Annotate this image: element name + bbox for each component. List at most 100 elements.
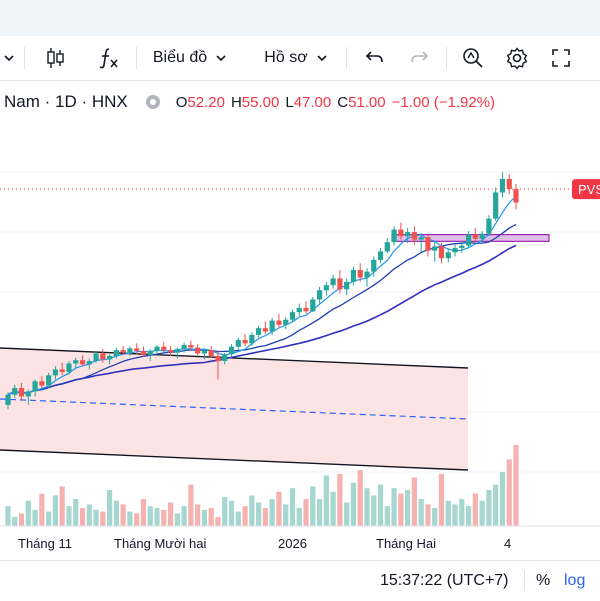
profile-dropdown[interactable]: Hồ sơ [254, 36, 338, 80]
candle [249, 332, 255, 346]
price-chart[interactable]: PVS Tháng 11 Tháng Mười hai 2026 Tháng H… [0, 112, 600, 560]
volume-bar [283, 504, 289, 526]
descending-channel[interactable] [0, 347, 469, 471]
chevron-down-icon [317, 55, 327, 62]
candle [310, 296, 316, 313]
toolbar-divider [346, 47, 347, 69]
candle-body [79, 360, 86, 365]
candlestick-icon[interactable] [38, 36, 72, 80]
candle-body [46, 375, 52, 386]
volume-bar [269, 499, 275, 526]
candle [391, 226, 397, 246]
indicator-fx-icon[interactable] [92, 36, 126, 80]
volume-bar [357, 470, 363, 526]
volume-bar [316, 499, 323, 526]
candle-body [486, 218, 492, 234]
volume-bar [161, 509, 167, 526]
candle [344, 278, 350, 296]
candle [513, 184, 519, 210]
volume-bar [66, 506, 72, 526]
undo-icon[interactable] [360, 36, 390, 80]
candle-body [452, 248, 458, 253]
volume-bar [425, 504, 431, 526]
open-key: O [175, 93, 188, 111]
volume-bar [384, 506, 390, 526]
candle-body [310, 299, 316, 312]
candle [188, 340, 194, 351]
redo-icon[interactable] [404, 36, 434, 80]
volume-bar [25, 500, 31, 526]
volume-bar [107, 490, 113, 526]
candle [499, 172, 506, 198]
candle-body [228, 346, 235, 355]
volume-bar [195, 504, 201, 526]
candle [161, 341, 167, 353]
volume-bar [154, 508, 160, 526]
candle [5, 392, 11, 410]
candle-body [5, 394, 11, 405]
candle-body [344, 281, 350, 290]
volume-bar [86, 504, 92, 526]
volume-bar [452, 504, 458, 526]
chart-type-label: Biểu đồ [152, 49, 208, 66]
candle [242, 334, 248, 346]
channel-mid-line[interactable] [0, 398, 469, 420]
candle [127, 346, 133, 356]
candle-body [405, 232, 411, 237]
candle [459, 241, 465, 254]
candle [303, 301, 309, 314]
candle-body [438, 246, 445, 259]
channel-bottom-line[interactable] [0, 449, 469, 471]
candle-body [215, 355, 221, 362]
volume-bar [59, 486, 65, 526]
price-tag[interactable]: PVS [572, 179, 600, 200]
ohlc-legend: Nam · 1D · HNX O 52.20 H 55.00 L 47.00 C 51.… [0, 92, 495, 112]
candle [222, 352, 228, 365]
candle [256, 325, 262, 338]
bottom-divider [524, 571, 525, 591]
high-key: H [230, 93, 242, 111]
volume-bar [93, 509, 99, 526]
volume-bar [52, 495, 59, 526]
log-toggle[interactable]: log [564, 572, 586, 589]
candle-body [418, 237, 424, 240]
candle [316, 286, 323, 304]
candle-body [296, 307, 302, 313]
candle [330, 275, 336, 289]
candle [66, 361, 72, 375]
chart-type-dropdown[interactable]: Biểu đồ [140, 36, 240, 80]
candle-body [364, 271, 370, 278]
candle [289, 309, 296, 323]
volume-bar [276, 491, 282, 526]
volume-bar [167, 502, 174, 526]
gear-icon[interactable] [500, 36, 534, 80]
candle [107, 354, 113, 365]
market-status-icon[interactable] [145, 95, 160, 109]
low-key: L [285, 93, 294, 111]
candle [465, 231, 472, 249]
candle [438, 243, 445, 264]
candle-body [445, 252, 451, 259]
candle-body [337, 278, 343, 290]
percent-toggle[interactable]: % [536, 572, 551, 589]
clock[interactable]: 15:37:22 (UTC+7) [380, 572, 509, 589]
candle [384, 237, 390, 254]
fullscreen-icon[interactable] [544, 36, 578, 80]
volume-bar [12, 517, 18, 526]
chevron-down-icon[interactable] [2, 36, 16, 80]
time-axis[interactable]: Tháng 11 Tháng Mười hai 2026 Tháng Hai 4 [18, 536, 511, 551]
candle-body [479, 233, 485, 239]
candle-body [371, 259, 377, 272]
channel-top-line[interactable] [0, 347, 469, 369]
symbol-title[interactable]: Nam · 1D · HNX [4, 92, 128, 111]
alert-search-icon[interactable] [456, 36, 490, 80]
volume-bar [147, 506, 153, 526]
volume-bar [249, 495, 255, 526]
candle-body [18, 388, 25, 397]
volume-bar [127, 511, 133, 526]
price-tag-label: PVS [578, 182, 600, 197]
time-label-dec: Tháng Mười hai [114, 536, 206, 551]
candle-body [289, 312, 296, 320]
candle-body [384, 242, 390, 252]
volume-bar [32, 509, 38, 526]
